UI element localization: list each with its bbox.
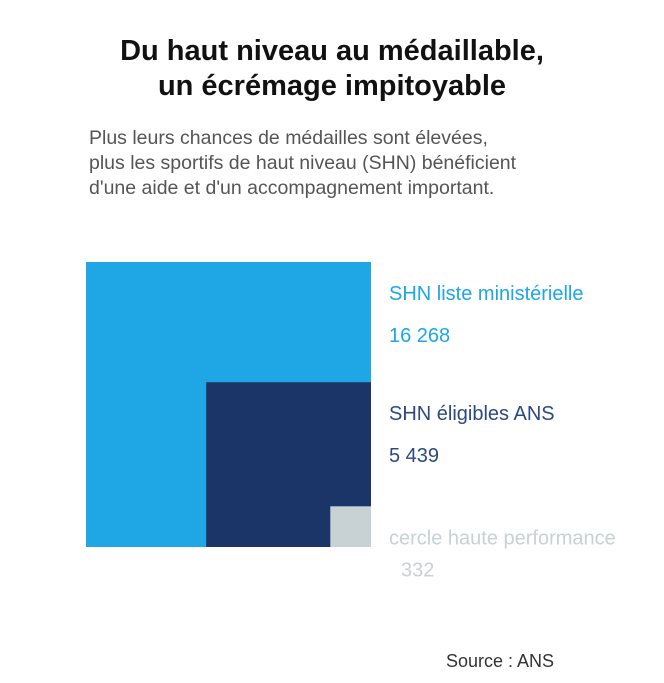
chart-subtitle: Plus leurs chances de médailles sont éle… <box>89 126 649 201</box>
chart-title-line1: Du haut niveau au médaillable, <box>120 35 544 67</box>
chart-subtitle-line2: plus les sportifs de haut niveau (SHN) b… <box>89 152 517 174</box>
source-note: Source : ANS <box>446 651 555 671</box>
series-value-label-3: 332 <box>401 559 434 581</box>
chart-title: Du haut niveau au médaillable, un écréma… <box>0 34 664 104</box>
series-name-label-2: SHN éligibles ANS <box>389 403 555 425</box>
area-square-3 <box>330 506 371 547</box>
chart-subtitle-line1: Plus leurs chances de médailles sont éle… <box>89 127 488 149</box>
chart-subtitle-line3: d'une aide et d'un accompagnement import… <box>89 177 495 199</box>
chart-title-line2: un écrémage impitoyable <box>157 70 507 102</box>
series-value-label-2: 5 439 <box>389 445 439 467</box>
series-name-label-3: cercle haute performance <box>389 527 616 549</box>
series-value-label-1: 16 268 <box>389 325 450 347</box>
series-name-label-1: SHN liste ministérielle <box>389 283 584 305</box>
